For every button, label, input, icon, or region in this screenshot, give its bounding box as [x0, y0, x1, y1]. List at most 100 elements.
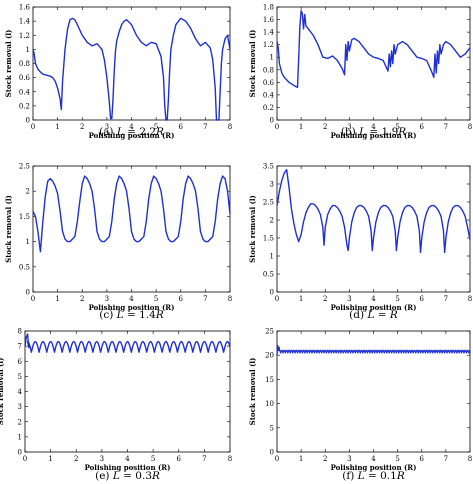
x-tick-label: 2: [74, 455, 78, 463]
x-tick-label: 5: [395, 295, 399, 303]
y-tick-label: 1: [18, 433, 22, 441]
x-tick-label: 1: [299, 455, 303, 463]
y-tick-label: 7: [18, 343, 22, 351]
y-tick-label: 2: [270, 217, 274, 225]
x-tick-label: 8: [228, 295, 232, 303]
x-tick-label: 6: [420, 295, 425, 303]
y-tick-label: 0.6: [263, 79, 275, 87]
x-tick-label: 0: [275, 455, 279, 463]
series-line: [276, 344, 471, 356]
series-line: [276, 168, 471, 254]
y-tick-label: 2: [26, 188, 30, 196]
x-axis-label: Polishing position (R): [85, 463, 171, 472]
chart-panel: 0 1 2 3 4 5 6 7 8 0 0.5 1 1.5 2 2.5 3 3.5 Polishing posit…: [248, 163, 472, 322]
y-tick-label: 1: [270, 253, 274, 261]
y-tick-label: 1.6: [263, 16, 275, 24]
x-tick-label: 0: [31, 123, 35, 131]
y-tick-label: 10: [265, 400, 274, 408]
x-tick-label: 1: [299, 295, 303, 303]
y-tick-label: 2.5: [19, 163, 30, 171]
y-tick-label: 3.5: [263, 163, 274, 171]
y-tick-label: 0.4: [19, 88, 31, 96]
x-tick-label: 1: [55, 123, 59, 131]
y-tick-label: 6: [18, 358, 23, 366]
x-tick-label: 2: [80, 123, 84, 131]
subfigure-caption: (e) L = 0.3R: [95, 470, 160, 482]
x-tick-label: 1: [48, 455, 52, 463]
plot-frame: [276, 165, 471, 293]
x-axis-label: Polishing position (R): [331, 303, 417, 312]
y-tick-label: 0.4: [263, 91, 275, 99]
x-tick-label: 5: [154, 123, 158, 131]
x-tick-label: 6: [179, 123, 184, 131]
x-tick-label: 5: [151, 455, 155, 463]
chart-panel: 0 1 2 3 4 5 6 7 8 0 1 2 3 4 5 6 7 8 Polishing position (R)…: [0, 328, 232, 483]
y-axis-label: Stock removal (l): [4, 195, 13, 263]
y-axis-label: Stock removal (l): [248, 30, 257, 98]
y-tick-label: 1.4: [19, 18, 31, 26]
y-tick-label: 3: [18, 403, 22, 411]
x-tick-label: 6: [179, 295, 184, 303]
chart-panel: 0 1 2 3 4 5 6 7 8 0 0.2 0.4 0.6 0.8 1 1.2 1.4 1.6 1.8 Polis…: [248, 4, 472, 141]
subfigure-caption: (a) L = 2.2R: [99, 126, 164, 138]
y-tick-label: 1.5: [19, 213, 30, 221]
x-tick-label: 3: [347, 123, 351, 131]
y-tick-label: 0.2: [263, 104, 274, 112]
x-tick-label: 7: [444, 295, 448, 303]
subfigure-caption: (c) L = 1.4R: [99, 309, 164, 321]
x-tick-label: 0: [275, 123, 279, 131]
y-tick-label: 5: [18, 373, 22, 381]
y-tick-label: 0.5: [19, 263, 30, 271]
x-tick-label: 4: [129, 295, 134, 303]
subfigure-caption: (b) L = 1.9R: [341, 126, 406, 138]
x-tick-label: 3: [347, 455, 351, 463]
y-tick-label: 3: [270, 181, 274, 189]
y-tick-label: 2.5: [263, 199, 274, 207]
x-axis-label: Polishing position (R): [331, 463, 417, 472]
subfigure-caption: (d) L = R: [349, 309, 398, 321]
x-tick-label: 2: [80, 295, 84, 303]
y-tick-label: 2: [18, 418, 22, 426]
x-tick-label: 7: [444, 123, 448, 131]
x-tick-label: 5: [395, 455, 399, 463]
x-tick-label: 7: [203, 295, 207, 303]
x-tick-label: 3: [105, 123, 109, 131]
x-tick-label: 7: [444, 455, 448, 463]
y-tick-label: 0: [18, 449, 22, 457]
y-tick-label: 1.6: [19, 4, 31, 12]
chart-panel: 0 1 2 3 4 5 6 7 8 0 0.2 0.4 0.6 0.8 1 1.2 1.4 1.6 Polishin…: [4, 4, 232, 141]
y-tick-label: 0.6: [19, 74, 31, 82]
series-line: [32, 17, 231, 121]
x-tick-label: 5: [395, 123, 399, 131]
y-tick-label: 15: [265, 376, 274, 384]
y-tick-label: 1: [26, 238, 30, 246]
y-tick-label: 4: [18, 388, 23, 396]
x-tick-label: 0: [275, 295, 279, 303]
y-tick-label: 0.8: [263, 66, 274, 74]
x-axis-label: Polishing position (R): [89, 303, 175, 312]
series-line: [24, 333, 231, 353]
x-tick-label: 3: [105, 295, 109, 303]
x-tick-label: 0: [23, 455, 27, 463]
x-tick-label: 6: [420, 455, 425, 463]
x-tick-label: 2: [323, 123, 327, 131]
x-tick-label: 7: [203, 123, 207, 131]
y-tick-label: 5: [270, 424, 274, 432]
y-axis-label: Stock removal (l): [4, 30, 13, 98]
y-tick-label: 1.2: [263, 41, 274, 49]
x-tick-label: 6: [177, 455, 182, 463]
x-tick-label: 8: [228, 455, 232, 463]
y-tick-label: 25: [265, 328, 274, 336]
y-tick-label: 1.8: [263, 4, 274, 12]
x-tick-label: 4: [129, 123, 134, 131]
x-tick-label: 3: [347, 295, 351, 303]
x-tick-label: 4: [125, 455, 130, 463]
x-tick-label: 8: [468, 455, 472, 463]
y-tick-label: 0: [26, 289, 30, 297]
x-tick-label: 6: [420, 123, 425, 131]
x-tick-label: 4: [371, 455, 376, 463]
x-tick-label: 1: [55, 295, 59, 303]
y-tick-label: 0: [270, 449, 274, 457]
x-tick-label: 7: [202, 455, 206, 463]
